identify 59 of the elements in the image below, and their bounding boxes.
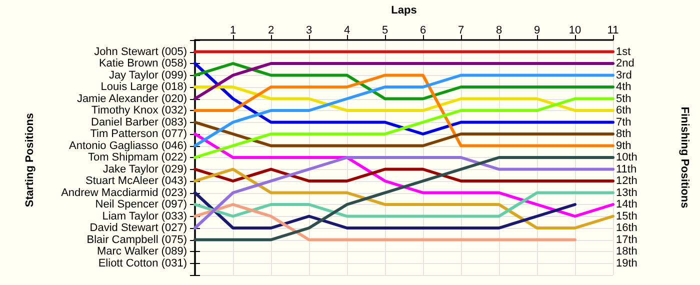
x-tick-label: 5 [382,24,388,36]
x-tick-label: 1 [230,24,236,36]
text: Daniel Barber (083) [91,116,187,128]
x-tick-label: 2 [268,24,274,36]
text: Timothy Knox (032) [91,104,187,116]
y-axis-title: Finishing Positions [678,106,690,208]
x-tick-label: 9 [534,24,540,36]
text: Andrew Macdiarmid (023) [61,186,187,199]
text: Neil Spencer (097) [95,198,187,210]
text: Jake Taylor (029) [102,163,187,176]
y-tick-label: 1st [616,46,631,58]
y-tick-label: 16th [616,222,638,234]
y-tick-label: 9th [616,140,632,152]
y-tick-label: 19th [616,257,638,270]
x-tick-label: 3 [306,24,312,36]
text: David Stewart (027) [90,222,187,234]
x-tick-label: 8 [496,24,502,36]
y-tick-label: 18th [616,246,638,258]
y-tick-label: 7th [616,116,632,128]
line-series [194,132,614,218]
y-tick-label: 11th [616,163,637,176]
text: Jay Taylor (099) [108,69,187,82]
line-series [194,191,576,230]
y-tick-label: 13th [616,186,638,199]
y-tick-label: 14th [616,198,638,210]
text: Starting Positions [24,112,36,208]
text: Stuart McAleer (043) [86,175,187,187]
x-tick-label: 7 [458,24,464,36]
text: John Stewart (005) [94,46,187,58]
x-tick-label: 10 [568,24,582,36]
line-series [194,168,614,230]
x-tick-label: 4 [344,24,350,36]
text: Eliott Cotton (031) [98,257,187,270]
text: Blair Campbell (075) [86,234,187,246]
text: Louis Large (018) [100,81,187,93]
line-series [194,97,614,159]
x-tick-label: 11 [607,24,619,36]
text: Antonio Gagliasso (046) [68,140,187,152]
text: Tom Shipmam (022) [88,152,187,164]
text: Marc Walker (089) [96,246,187,258]
y-tick-label: 17th [616,234,638,246]
x-tick-label: 6 [420,24,426,36]
y-tick-label: 4th [616,81,632,93]
text: Jamie Alexander (020) [76,92,187,105]
x-axis-title: Laps [391,4,417,16]
text: Katie Brown (058) [98,58,187,70]
y-tick-label: 10th [616,152,638,164]
line-series [194,74,614,148]
line-series [194,62,614,136]
y-tick-label: 5th [616,92,632,105]
text: Tim Patterson (077) [90,128,187,140]
line-series [194,62,614,100]
text: Liam Taylor (033) [102,210,187,222]
y-tick-label: 15th [616,210,638,222]
y-tick-label: 3rd [616,69,632,82]
y-tick-label: 8th [616,128,632,140]
y-tick-label: 12th [616,175,638,187]
y-tick-label: 6th [616,104,632,116]
y-tick-label: 2nd [616,58,634,70]
